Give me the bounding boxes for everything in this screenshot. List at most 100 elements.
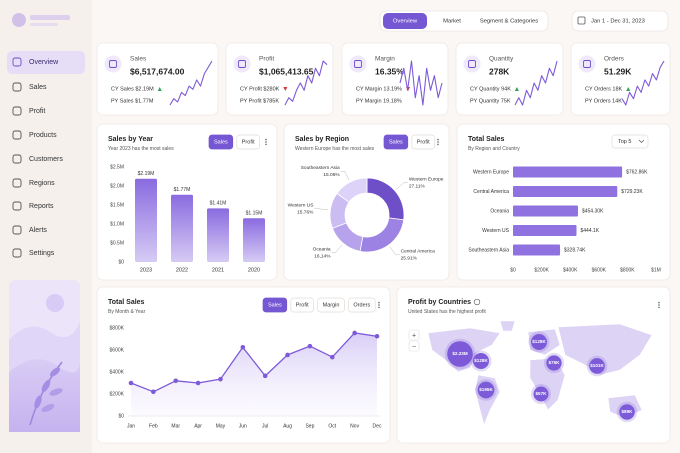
zoom-label[interactable]: + bbox=[412, 332, 416, 339]
menu-dot bbox=[437, 138, 439, 141]
value-label: $444.1K bbox=[581, 228, 600, 234]
toggle-bg[interactable] bbox=[262, 297, 288, 313]
nav-item[interactable]: Overview bbox=[29, 59, 59, 66]
bar bbox=[513, 205, 578, 217]
toggle-label[interactable]: Sales bbox=[389, 139, 403, 145]
dropdown-label[interactable]: Top 5 bbox=[618, 139, 631, 145]
toggle-label[interactable]: Profit bbox=[417, 139, 430, 145]
y-tick-label: $800K bbox=[110, 325, 125, 331]
menu-dot bbox=[265, 143, 267, 146]
toggle-bg[interactable] bbox=[411, 134, 435, 150]
toggle-bg[interactable] bbox=[348, 297, 376, 313]
kpi-value: 51.29K bbox=[604, 66, 632, 76]
bar bbox=[207, 208, 229, 262]
menu-dot bbox=[658, 301, 660, 304]
dropdown[interactable] bbox=[611, 134, 649, 149]
nav-item[interactable]: Settings bbox=[29, 250, 55, 257]
zoom-button[interactable] bbox=[408, 340, 420, 352]
bubble bbox=[589, 358, 605, 374]
value-label: $1.77M bbox=[174, 187, 191, 193]
nav-icon bbox=[12, 106, 22, 116]
x-tick-label: Dec bbox=[373, 423, 382, 429]
point bbox=[352, 330, 357, 336]
x-tick-label: Mar bbox=[171, 423, 180, 429]
nav-item[interactable]: Regions bbox=[29, 180, 55, 187]
toggle-label[interactable]: Margin bbox=[323, 302, 340, 308]
value-label: $729.23K bbox=[621, 189, 643, 195]
y-tick-label: $600K bbox=[110, 347, 125, 353]
chart-title: Sales by Year bbox=[108, 136, 153, 143]
toggle-bg[interactable] bbox=[236, 134, 260, 150]
nav-item[interactable]: Sales bbox=[29, 84, 47, 91]
bubble bbox=[619, 404, 635, 420]
point bbox=[173, 378, 179, 384]
menu-dot bbox=[265, 141, 267, 143]
menu-dot bbox=[437, 141, 439, 143]
point bbox=[374, 333, 380, 339]
menu-dot bbox=[658, 304, 660, 306]
slice-value: 25.91% bbox=[401, 256, 418, 262]
slice-label: Western Europe bbox=[409, 176, 444, 182]
nav-item[interactable]: Alerts bbox=[29, 227, 47, 234]
header-tab[interactable]: Segment & Categories bbox=[480, 19, 538, 25]
toggle-bg[interactable] bbox=[290, 297, 314, 313]
x-tick-label: 2020 bbox=[248, 267, 260, 273]
x-tick-label: $600K bbox=[592, 267, 607, 273]
zoom-label[interactable]: − bbox=[412, 343, 416, 350]
point bbox=[329, 354, 335, 360]
x-tick-label: $400K bbox=[563, 267, 578, 273]
slice-label: Central America bbox=[401, 249, 435, 255]
bar bbox=[171, 194, 193, 262]
bubble-label: $2.23M bbox=[452, 351, 467, 356]
bubble bbox=[530, 333, 548, 351]
header-tab[interactable]: Overview bbox=[393, 19, 418, 25]
x-tick-label: Feb bbox=[149, 423, 158, 429]
kpi-current: CY Profit $280K bbox=[240, 86, 280, 92]
toggle-bg[interactable] bbox=[383, 134, 409, 150]
toggle-label[interactable]: Orders bbox=[353, 302, 370, 308]
nav-item[interactable]: Reports bbox=[29, 203, 54, 210]
y-tick-label: $400K bbox=[110, 369, 125, 375]
kpi-card bbox=[96, 42, 219, 116]
x-tick-label: 2023 bbox=[140, 267, 152, 273]
point bbox=[285, 352, 290, 358]
point bbox=[218, 376, 223, 382]
menu-dot bbox=[378, 306, 380, 309]
toggle-label[interactable]: Profit bbox=[242, 139, 255, 145]
toggle-label[interactable]: Sales bbox=[268, 302, 282, 308]
x-tick-label: Aug bbox=[283, 423, 292, 429]
kpi-card bbox=[455, 42, 564, 116]
kpi-icon-glyph bbox=[238, 60, 246, 68]
kpi-value: 16.35% bbox=[375, 66, 404, 76]
menu-dot bbox=[378, 301, 380, 304]
value-label: $2.19M bbox=[138, 171, 155, 177]
nav-item[interactable]: Profit bbox=[29, 108, 45, 115]
zoom-button[interactable] bbox=[408, 329, 420, 341]
point bbox=[128, 380, 134, 386]
kpi-title: Sales bbox=[130, 56, 147, 63]
x-tick-label: $200K bbox=[534, 267, 549, 273]
chart-card bbox=[283, 123, 450, 281]
x-tick-label: $800K bbox=[620, 267, 635, 273]
kpi-icon-glyph bbox=[109, 60, 117, 68]
kpi-card bbox=[225, 42, 334, 116]
toggle-bg[interactable] bbox=[208, 134, 234, 150]
date-picker[interactable] bbox=[571, 10, 669, 32]
value-label: $454.30K bbox=[582, 208, 604, 214]
menu-dot bbox=[265, 138, 267, 141]
toggle-label[interactable]: Sales bbox=[214, 139, 228, 145]
kpi-icon bbox=[463, 55, 481, 73]
toggle-label[interactable]: Profit bbox=[296, 302, 309, 308]
kpi-current: CY Sales $2.19M bbox=[111, 86, 154, 92]
chart-subtitle: Year 2023 has the most sales bbox=[108, 146, 174, 152]
kpi-previous: PY Sales $1.77M bbox=[111, 98, 154, 104]
nav-icon bbox=[12, 201, 22, 211]
chart-subtitle: United States has the highest profit bbox=[408, 309, 486, 315]
bubble bbox=[447, 341, 473, 367]
kpi-previous: PY Margin 19.18% bbox=[356, 98, 402, 104]
nav-item[interactable]: Customers bbox=[29, 156, 63, 163]
bar bbox=[513, 244, 561, 256]
header-tab[interactable]: Market bbox=[443, 19, 461, 25]
nav-item[interactable]: Products bbox=[29, 132, 57, 139]
toggle-bg[interactable] bbox=[317, 297, 345, 313]
